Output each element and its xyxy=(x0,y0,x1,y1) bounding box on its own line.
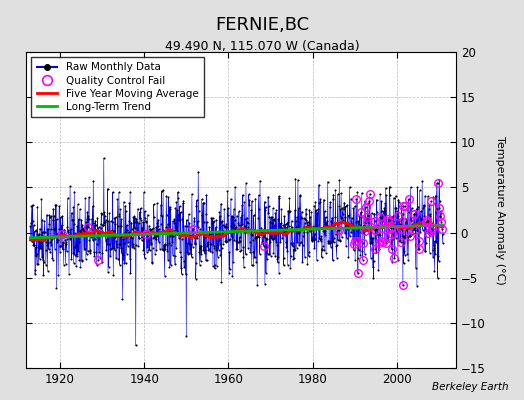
Text: 49.490 N, 115.070 W (Canada): 49.490 N, 115.070 W (Canada) xyxy=(165,40,359,53)
Text: FERNIE,BC: FERNIE,BC xyxy=(215,16,309,34)
Y-axis label: Temperature Anomaly (°C): Temperature Anomaly (°C) xyxy=(495,136,505,284)
Text: Berkeley Earth: Berkeley Earth xyxy=(432,382,508,392)
Legend: Raw Monthly Data, Quality Control Fail, Five Year Moving Average, Long-Term Tren: Raw Monthly Data, Quality Control Fail, … xyxy=(31,57,204,117)
